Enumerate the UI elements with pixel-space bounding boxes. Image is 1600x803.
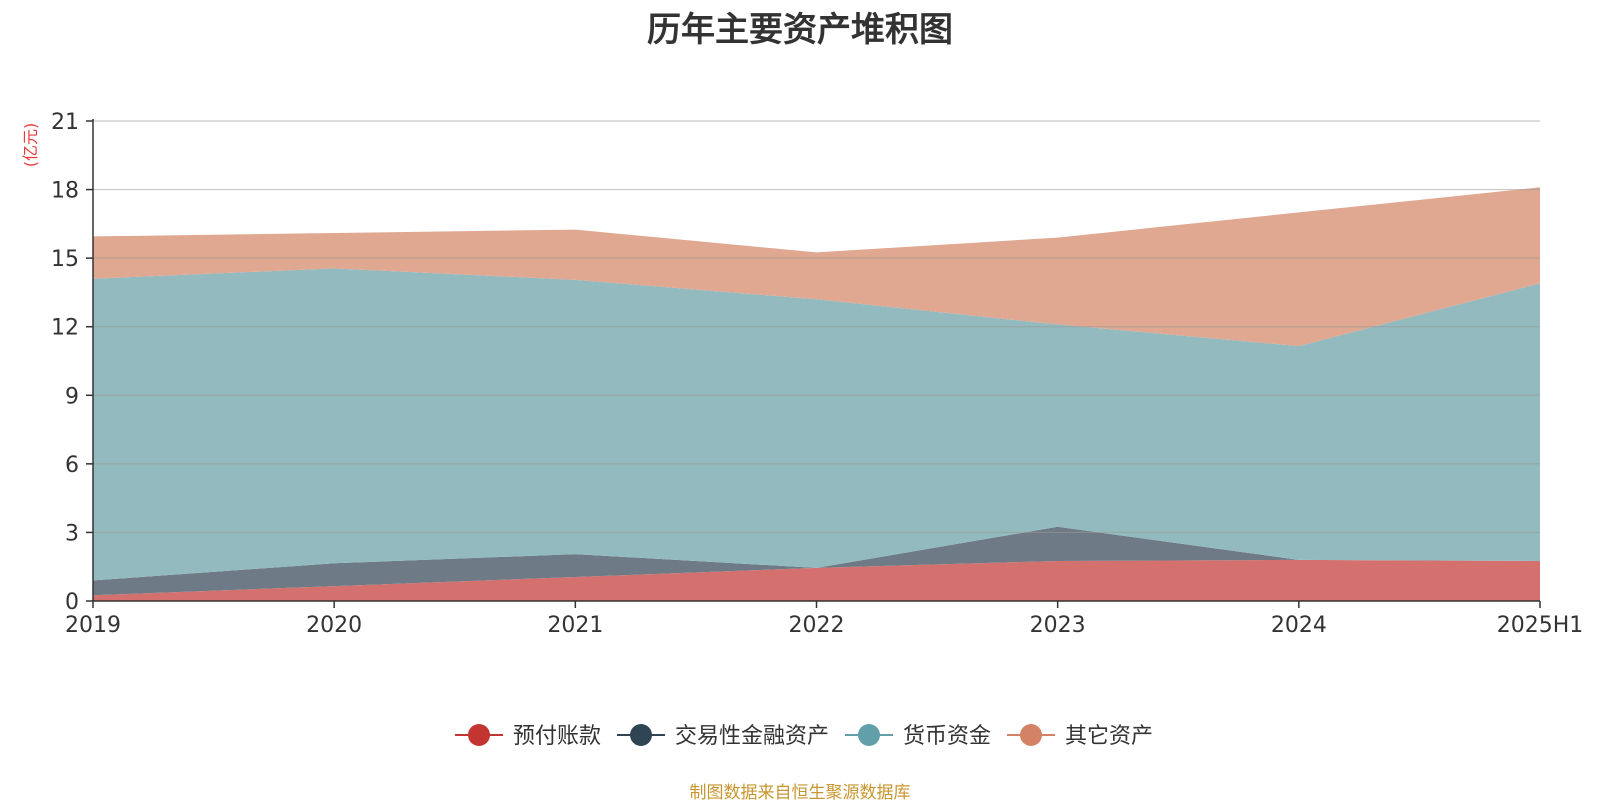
legend-label-3: 其它资产 <box>1065 724 1153 749</box>
x-tick-label-1: 2020 <box>306 613 362 638</box>
legend-label-0: 预付账款 <box>513 724 601 749</box>
y-tick-label-7: 21 <box>51 110 79 135</box>
area-series <box>93 187 1540 601</box>
chart-title: 历年主要资产堆积图 <box>647 10 953 50</box>
y-tick-label-0: 0 <box>65 590 79 615</box>
axes: 0 3 6 9 12 15 18 21 2019 2020 2021 2022 2023 2024 2025… <box>51 110 1583 638</box>
x-tick-label-5: 2024 <box>1271 613 1327 638</box>
y-tick-label-3: 9 <box>65 384 79 409</box>
area-series-1 <box>93 526 1540 596</box>
legend-label-1: 交易性金融资产 <box>675 724 829 749</box>
y-tick-label-4: 12 <box>51 316 79 341</box>
x-tick-label-3: 2022 <box>789 613 845 638</box>
legend-item-3: 其它资产 <box>1007 724 1153 749</box>
x-tick-label-6: 2025H1 <box>1497 613 1584 638</box>
x-tick-label-2: 2021 <box>547 613 603 638</box>
source-note: 制图数据来自恒生聚源数据库 <box>689 783 911 803</box>
y-tick-label-5: 15 <box>51 247 79 272</box>
legend-label-2: 货币资金 <box>903 724 991 749</box>
area-series-0 <box>93 559 1540 601</box>
legend-marker-3 <box>1020 724 1042 746</box>
grid-lines <box>93 120 1540 534</box>
legend-marker-2 <box>858 724 880 746</box>
legend-item-0: 预付账款 <box>455 724 601 749</box>
y-axis-unit-label: (亿元) <box>21 123 40 168</box>
legend-marker-0 <box>468 724 490 746</box>
legend: 预付账款 交易性金融资产 货币资金 其它资产 <box>455 724 1153 749</box>
y-tick-label-1: 3 <box>65 521 79 546</box>
legend-item-2: 货币资金 <box>845 724 991 749</box>
y-tick-label-2: 6 <box>65 453 79 478</box>
x-tick-label-0: 2019 <box>65 613 121 638</box>
x-tick-label-4: 2023 <box>1030 613 1086 638</box>
legend-marker-1 <box>630 724 652 746</box>
legend-item-1: 交易性金融资产 <box>617 724 829 749</box>
y-tick-label-6: 18 <box>51 179 79 204</box>
area-series-2 <box>93 268 1540 581</box>
area-series-3 <box>93 187 1540 347</box>
